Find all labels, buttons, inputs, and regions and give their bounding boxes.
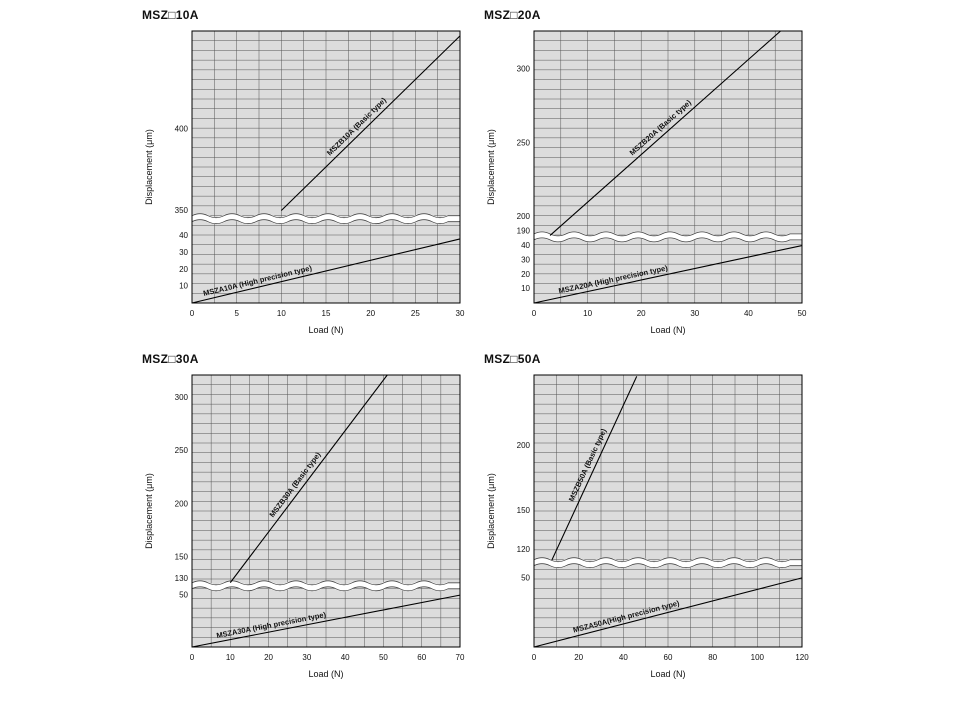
svg-text:200: 200 <box>517 212 531 221</box>
chart-title-msz50a: MSZ□50A <box>484 352 541 366</box>
svg-text:120: 120 <box>517 545 531 554</box>
svg-text:150: 150 <box>175 553 189 562</box>
svg-text:30: 30 <box>690 309 699 318</box>
svg-text:100: 100 <box>751 653 765 662</box>
chart-title-msz30a: MSZ□30A <box>142 352 199 366</box>
svg-text:300: 300 <box>517 65 531 74</box>
svg-text:15: 15 <box>322 309 331 318</box>
svg-text:40: 40 <box>619 653 628 662</box>
svg-text:Load (N): Load (N) <box>650 669 685 679</box>
svg-text:120: 120 <box>795 653 809 662</box>
chart-title-msz10a: MSZ□10A <box>142 8 199 22</box>
svg-text:10: 10 <box>226 653 235 662</box>
chart-title-msz20a: MSZ□20A <box>484 8 541 22</box>
svg-text:20: 20 <box>574 653 583 662</box>
svg-text:130: 130 <box>175 574 189 583</box>
svg-text:40: 40 <box>744 309 753 318</box>
svg-text:50: 50 <box>798 309 807 318</box>
svg-text:70: 70 <box>456 653 465 662</box>
svg-text:0: 0 <box>532 309 537 318</box>
svg-text:10: 10 <box>583 309 592 318</box>
svg-text:Displacement (μm): Displacement (μm) <box>144 129 154 205</box>
svg-text:50: 50 <box>379 653 388 662</box>
svg-text:20: 20 <box>179 265 188 274</box>
svg-text:250: 250 <box>175 446 189 455</box>
svg-text:200: 200 <box>175 499 189 508</box>
chart-msz50a: MSZB50A (Basic type)MSZA50A(High precisi… <box>486 374 809 679</box>
svg-text:Load (N): Load (N) <box>308 669 343 679</box>
svg-text:25: 25 <box>411 309 420 318</box>
svg-text:Displacement (μm): Displacement (μm) <box>486 129 496 205</box>
svg-text:50: 50 <box>521 573 530 582</box>
svg-text:40: 40 <box>341 653 350 662</box>
chart-panel-msz30a: MSZ□30A MSZB30A (Basic type) MSZA30A (Hig… <box>140 352 476 692</box>
svg-text:Load (N): Load (N) <box>308 325 343 335</box>
svg-text:40: 40 <box>179 231 188 240</box>
chart-msz30a: MSZB30A (Basic type)MSZA30A (High precis… <box>144 374 465 679</box>
svg-text:5: 5 <box>234 309 239 318</box>
svg-text:30: 30 <box>302 653 311 662</box>
svg-text:60: 60 <box>664 653 673 662</box>
svg-text:40: 40 <box>521 241 530 250</box>
chart-msz20a: MSZB20A (Basic type)MSZA20A (High precis… <box>486 30 807 335</box>
chart-panel-msz10a: MSZ□10A MSZB10A (Basic type) MSZA10A (Hig… <box>140 8 476 348</box>
svg-text:200: 200 <box>517 441 531 450</box>
svg-text:Load (N): Load (N) <box>650 325 685 335</box>
svg-text:Displacement (μm): Displacement (μm) <box>144 473 154 549</box>
chart-panel-msz50a: MSZ□50A MSZB50A (Basic type) MSZA50A(High… <box>482 352 818 692</box>
svg-text:30: 30 <box>521 255 530 264</box>
svg-text:0: 0 <box>532 653 537 662</box>
svg-text:20: 20 <box>521 270 530 279</box>
svg-text:10: 10 <box>179 282 188 291</box>
svg-text:300: 300 <box>175 393 189 402</box>
svg-text:0: 0 <box>190 309 195 318</box>
svg-text:20: 20 <box>366 309 375 318</box>
svg-text:60: 60 <box>417 653 426 662</box>
svg-text:50: 50 <box>179 591 188 600</box>
svg-text:400: 400 <box>175 124 189 133</box>
svg-text:20: 20 <box>264 653 273 662</box>
svg-text:0: 0 <box>190 653 195 662</box>
svg-text:30: 30 <box>179 248 188 257</box>
svg-text:80: 80 <box>708 653 717 662</box>
svg-text:350: 350 <box>175 206 189 215</box>
svg-text:10: 10 <box>277 309 286 318</box>
svg-text:20: 20 <box>637 309 646 318</box>
svg-text:250: 250 <box>517 138 531 147</box>
svg-text:190: 190 <box>517 227 531 236</box>
svg-text:Displacement (μm): Displacement (μm) <box>486 473 496 549</box>
chart-msz10a: MSZB10A (Basic type)MSZA10A (High precis… <box>144 30 465 335</box>
svg-text:150: 150 <box>517 506 531 515</box>
svg-text:30: 30 <box>456 309 465 318</box>
svg-text:10: 10 <box>521 284 530 293</box>
chart-panel-msz20a: MSZ□20A MSZB20A (Basic type) MSZA20A (Hig… <box>482 8 818 348</box>
